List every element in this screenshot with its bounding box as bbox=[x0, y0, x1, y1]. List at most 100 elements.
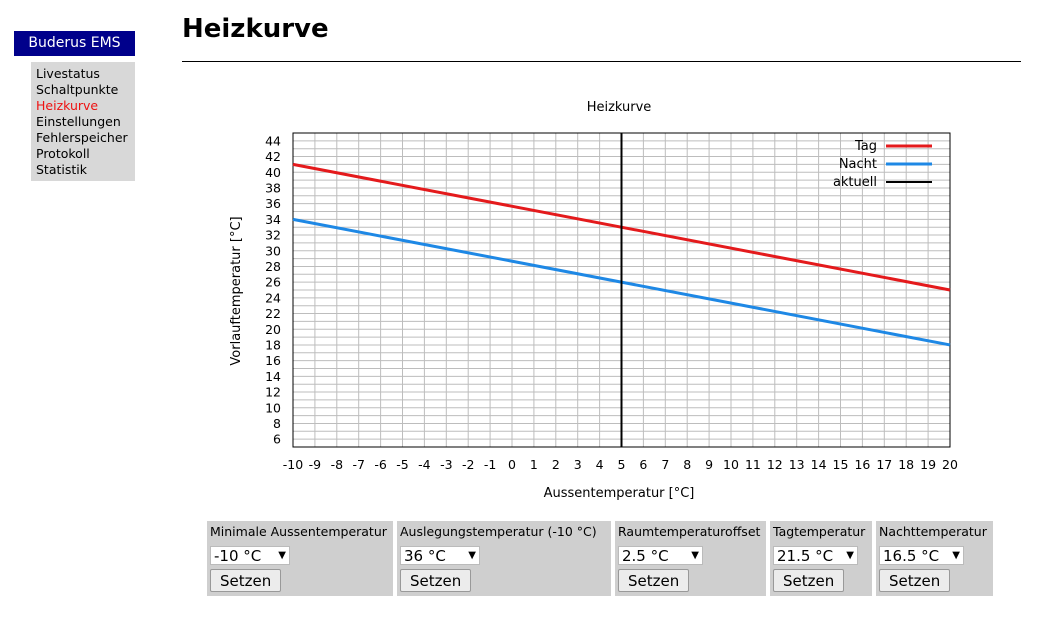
y-tick-label: 40 bbox=[265, 165, 281, 180]
min-aussentemperatur-select[interactable]: -10 °C ▼ bbox=[210, 546, 290, 565]
x-tick-label: -5 bbox=[396, 457, 408, 472]
x-tick-label: 1 bbox=[530, 457, 538, 472]
x-tick-label: 15 bbox=[833, 457, 849, 472]
y-tick-label: 24 bbox=[265, 290, 281, 305]
auslegungstemperatur-select[interactable]: 36 °C ▼ bbox=[400, 546, 480, 565]
sidebar-nav: Livestatus Schaltpunkte Heizkurve Einste… bbox=[31, 62, 135, 181]
x-tick-label: 4 bbox=[596, 457, 604, 472]
settings-controls: Minimale Aussentemperatur -10 °C ▼ Setze… bbox=[207, 521, 997, 596]
x-tick-label: 5 bbox=[618, 457, 626, 472]
x-tick-label: -2 bbox=[462, 457, 474, 472]
y-tick-label: 44 bbox=[265, 133, 281, 148]
chart-title: Heizkurve bbox=[587, 100, 652, 115]
brand-title: Buderus EMS bbox=[14, 31, 135, 56]
select-value: -10 °C bbox=[214, 546, 262, 565]
x-tick-label: -1 bbox=[484, 457, 496, 472]
nav-item-fehlerspeicher[interactable]: Fehlerspeicher bbox=[36, 130, 128, 145]
control-label: Tagtemperatur bbox=[773, 524, 866, 539]
nav-item-protokoll[interactable]: Protokoll bbox=[36, 146, 90, 161]
y-tick-label: 16 bbox=[265, 353, 281, 368]
select-value: 16.5 °C bbox=[883, 546, 940, 565]
x-tick-label: -6 bbox=[374, 457, 387, 472]
x-tick-label: -9 bbox=[309, 457, 322, 472]
x-tick-label: -3 bbox=[440, 457, 452, 472]
control-label: Raumtemperaturoffset bbox=[618, 524, 761, 539]
nav-item-livestatus[interactable]: Livestatus bbox=[36, 66, 100, 81]
x-tick-label: 0 bbox=[508, 457, 516, 472]
x-tick-label: 13 bbox=[789, 457, 805, 472]
legend-label-nacht: Nacht bbox=[839, 157, 877, 172]
control-label: Auslegungstemperatur (-10 °C) bbox=[400, 524, 597, 539]
y-axis-label: Vorlauftemperatur [°C] bbox=[229, 216, 244, 365]
x-tick-label: 16 bbox=[854, 457, 870, 472]
set-raumtemperaturoffset-button[interactable]: Setzen bbox=[618, 569, 690, 592]
y-tick-label: 30 bbox=[265, 243, 281, 258]
x-tick-label: 17 bbox=[876, 457, 892, 472]
dropdown-arrow-icon: ▼ bbox=[846, 550, 854, 561]
y-tick-label: 12 bbox=[265, 385, 281, 400]
x-tick-label: 7 bbox=[661, 457, 669, 472]
control-raumtemperaturoffset: Raumtemperaturoffset 2.5 °C ▼ Setzen bbox=[615, 521, 766, 596]
y-tick-label: 42 bbox=[265, 149, 281, 164]
y-tick-label: 34 bbox=[265, 212, 281, 227]
set-nachttemperatur-button[interactable]: Setzen bbox=[879, 569, 951, 592]
set-auslegungstemperatur-button[interactable]: Setzen bbox=[400, 569, 472, 592]
x-tick-label: 20 bbox=[942, 457, 958, 472]
heizkurve-chart: Heizkurve -10 -9 -8 -7 -6 -5 -4 -3 -2 -1 0 1 2 3 4 5 6 7 8… bbox=[229, 100, 958, 501]
x-tick-label: 3 bbox=[574, 457, 582, 472]
set-tagtemperatur-button[interactable]: Setzen bbox=[773, 569, 845, 592]
select-value: 2.5 °C bbox=[622, 546, 669, 565]
x-tick-label: 10 bbox=[723, 457, 739, 472]
select-value: 36 °C bbox=[404, 546, 446, 565]
control-tagtemperatur: Tagtemperatur 21.5 °C ▼ Setzen bbox=[770, 521, 872, 596]
x-tick-label: 11 bbox=[745, 457, 761, 472]
x-tick-label: 14 bbox=[811, 457, 827, 472]
dropdown-arrow-icon: ▼ bbox=[952, 550, 960, 561]
x-tick-label: 19 bbox=[920, 457, 936, 472]
x-tick-label: 9 bbox=[705, 457, 713, 472]
y-tick-label: 26 bbox=[265, 275, 281, 290]
x-tick-label: 12 bbox=[767, 457, 783, 472]
x-tick-label: 2 bbox=[552, 457, 560, 472]
x-axis-label: Aussentemperatur [°C] bbox=[544, 486, 695, 501]
nav-item-einstellungen[interactable]: Einstellungen bbox=[36, 114, 121, 129]
x-tick-label: 8 bbox=[683, 457, 691, 472]
dropdown-arrow-icon: ▼ bbox=[278, 550, 286, 561]
select-value: 21.5 °C bbox=[777, 546, 834, 565]
nav-item-schaltpunkte[interactable]: Schaltpunkte bbox=[36, 82, 119, 97]
control-label: Minimale Aussentemperatur bbox=[210, 524, 387, 539]
y-tick-label: 14 bbox=[265, 369, 281, 384]
title-divider bbox=[182, 61, 1021, 62]
x-tick-label: -7 bbox=[352, 457, 364, 472]
y-tick-label: 38 bbox=[265, 180, 281, 195]
raumtemperaturoffset-select[interactable]: 2.5 °C ▼ bbox=[618, 546, 703, 565]
x-tick-label: -8 bbox=[331, 457, 344, 472]
x-tick-label: 6 bbox=[639, 457, 647, 472]
control-nachttemperatur: Nachttemperatur 16.5 °C ▼ Setzen bbox=[876, 521, 993, 596]
nav-item-heizkurve[interactable]: Heizkurve bbox=[36, 98, 99, 113]
control-auslegungstemperatur: Auslegungstemperatur (-10 °C) 36 °C ▼ Se… bbox=[397, 521, 611, 596]
x-tick-label: -4 bbox=[418, 457, 431, 472]
nav-item-statistik[interactable]: Statistik bbox=[36, 162, 87, 177]
legend-label-aktuell: aktuell bbox=[833, 175, 877, 190]
x-tick-label: -10 bbox=[283, 457, 303, 472]
legend-label-tag: Tag bbox=[854, 139, 877, 154]
y-tick-label: 20 bbox=[265, 322, 281, 337]
y-tick-label: 32 bbox=[265, 228, 281, 243]
chart-series bbox=[292, 133, 951, 447]
y-tick-label: 10 bbox=[265, 400, 281, 415]
y-tick-label: 22 bbox=[265, 306, 281, 321]
x-axis-ticks: -10 -9 -8 -7 -6 -5 -4 -3 -2 -1 0 1 2 3 4 5 6 7 8 9 10 11 12 13 1… bbox=[283, 457, 958, 472]
set-min-aussentemperatur-button[interactable]: Setzen bbox=[210, 569, 282, 592]
chart-legend: Tag Nacht aktuell bbox=[833, 139, 932, 190]
y-tick-label: 28 bbox=[265, 259, 281, 274]
y-tick-label: 18 bbox=[265, 337, 281, 352]
page-title: Heizkurve bbox=[182, 14, 329, 44]
y-tick-label: 36 bbox=[265, 196, 281, 211]
x-tick-label: 18 bbox=[898, 457, 914, 472]
tagtemperatur-select[interactable]: 21.5 °C ▼ bbox=[773, 546, 858, 565]
y-tick-label: 8 bbox=[273, 416, 281, 431]
y-tick-label: 6 bbox=[273, 432, 281, 447]
nachttemperatur-select[interactable]: 16.5 °C ▼ bbox=[879, 546, 964, 565]
